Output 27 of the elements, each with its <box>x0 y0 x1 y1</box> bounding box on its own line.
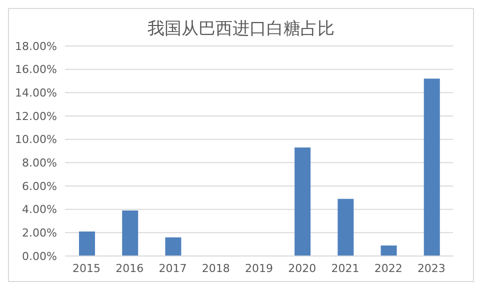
y-tick-label: 16.00% <box>15 63 57 76</box>
bar <box>380 246 397 256</box>
x-tick-label: 2023 <box>417 262 446 275</box>
y-tick-label: 14.00% <box>15 86 57 100</box>
chart-title: 我国从巴西进口白糖占比 <box>146 18 336 40</box>
y-tick-label: 10.00% <box>15 133 57 146</box>
y-tick-label: 0.00% <box>22 250 57 263</box>
x-tick-label: 2017 <box>158 262 187 275</box>
x-tick-label: 2018 <box>202 262 230 275</box>
x-tick-label: 2020 <box>288 262 316 275</box>
y-tick-label: 18.00% <box>15 40 57 53</box>
y-tick-label: 6.00% <box>22 180 57 193</box>
x-tick-label: 2021 <box>331 262 360 275</box>
x-tick-label: 2016 <box>116 262 144 275</box>
bar <box>338 198 354 256</box>
y-tick-label: 12.00% <box>15 110 57 123</box>
x-tick-label: 2019 <box>245 262 273 275</box>
x-tick-label: 2022 <box>374 262 402 275</box>
bar <box>165 237 182 256</box>
x-tick-label: 2015 <box>72 262 101 275</box>
bar <box>122 210 138 256</box>
y-tick-label: 8.00% <box>22 156 57 170</box>
bar <box>79 232 95 256</box>
bar <box>424 78 440 256</box>
bar <box>294 148 311 256</box>
y-tick-label: 4.00% <box>22 203 57 216</box>
y-tick-label: 2.00% <box>22 226 57 240</box>
